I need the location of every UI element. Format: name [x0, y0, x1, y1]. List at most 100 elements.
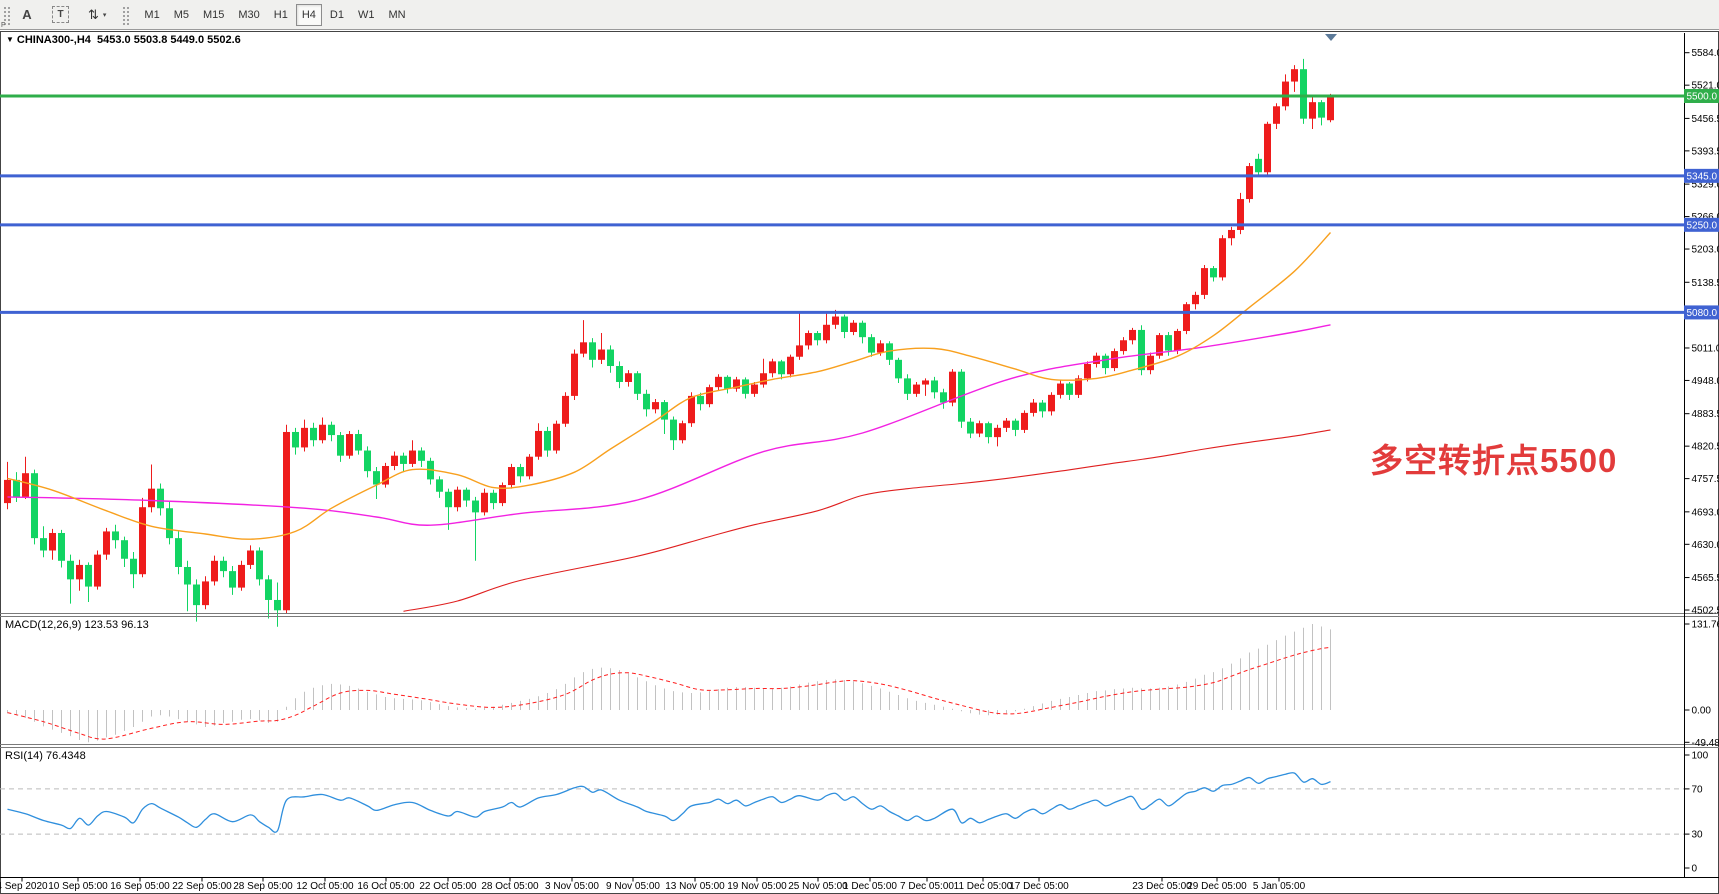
candle: [4, 461, 11, 510]
candle: [751, 381, 758, 397]
price-tick-label: 4502.5: [1692, 606, 1719, 617]
price-badge-5250: 5250.0: [1684, 217, 1719, 232]
candle: [148, 464, 155, 513]
ma-fast-line: [7, 232, 1332, 540]
dropdown-caret-icon: ▾: [102, 11, 107, 19]
price-tick-label: 5011.0: [1692, 343, 1719, 354]
time-tick-label: 19 Nov 05:00: [727, 881, 787, 892]
rsi-scale-label: 70: [1692, 784, 1704, 795]
timeframe-button-w1[interactable]: W1: [352, 4, 381, 26]
arrow-objects-button[interactable]: ⇅ ▾: [82, 4, 112, 26]
svg-text:5250.0: 5250.0: [1687, 220, 1718, 231]
candle: [1147, 352, 1154, 375]
candle: [616, 361, 623, 389]
timeframe-button-m30[interactable]: M30: [232, 4, 265, 26]
candle: [58, 529, 65, 568]
timeframe-grip-handle[interactable]: [121, 4, 131, 25]
candle: [22, 456, 29, 499]
candle: [697, 392, 704, 411]
timeframe-button-m15[interactable]: M15: [197, 4, 230, 26]
time-tick-label: 11 Dec 05:00: [954, 881, 1013, 892]
candle: [625, 370, 632, 387]
candle: [382, 462, 389, 488]
time-tick-label: 17 Dec 05:00: [1009, 881, 1069, 892]
candle: [1039, 400, 1046, 418]
candle: [355, 429, 362, 455]
candle: [436, 476, 443, 498]
candle: [1102, 353, 1109, 375]
candle: [1309, 95, 1316, 129]
candle: [1111, 348, 1118, 372]
time-tick-label: 16 Sep 05:00: [110, 881, 170, 892]
candle: [814, 330, 821, 346]
timeframe-button-mn[interactable]: MN: [382, 4, 411, 26]
candle: [1021, 410, 1028, 434]
candle: [490, 489, 497, 510]
candle: [1093, 352, 1100, 368]
candle: [337, 431, 344, 462]
text-box-tool-button[interactable]: T: [46, 4, 75, 26]
price-tick-label: 5393.5: [1692, 146, 1719, 157]
time-tick-label: 12 Oct 05:00: [296, 881, 354, 892]
candle: [310, 422, 317, 447]
candle: [1201, 265, 1208, 300]
timeframe-button-m1[interactable]: M1: [138, 4, 165, 26]
candle: [1318, 100, 1325, 126]
candle: [562, 392, 569, 427]
candle: [571, 349, 578, 401]
price-tick-label: 5584.0: [1692, 48, 1719, 59]
time-tick-label: 25 Nov 05:00: [788, 881, 848, 892]
candle: [850, 320, 857, 336]
candle: [1192, 291, 1199, 310]
text-label-tool-button[interactable]: A: [15, 4, 39, 26]
candle: [958, 369, 965, 428]
price-tick-label: 4883.5: [1692, 409, 1719, 420]
candle: [256, 547, 263, 586]
candle: [499, 482, 506, 507]
candle: [283, 424, 290, 614]
timeframe-button-m5[interactable]: M5: [168, 4, 195, 26]
candle: [643, 389, 650, 417]
candle: [796, 312, 803, 360]
candle: [508, 463, 515, 489]
candle: [976, 420, 983, 438]
candle: [76, 559, 83, 591]
candle: [1030, 398, 1037, 417]
toolbar-grip-handle[interactable]: F: [1, 4, 11, 29]
candle: [742, 377, 749, 399]
time-tick-label: 16 Oct 05:00: [357, 881, 415, 892]
candle: [274, 582, 281, 627]
price-badge-5500: 5500.0: [1684, 88, 1719, 103]
candle: [220, 556, 227, 578]
candle: [175, 531, 182, 575]
candle: [67, 554, 74, 604]
candle: [229, 565, 236, 595]
rsi-line: [7, 771, 1331, 833]
candle: [733, 376, 740, 392]
candle: [1264, 121, 1271, 176]
candle: [715, 374, 722, 391]
candle: [823, 311, 830, 344]
time-tick-label: 22 Sep 05:00: [172, 881, 232, 892]
chart-shift-marker-icon[interactable]: [1325, 34, 1337, 41]
candle: [598, 333, 605, 364]
svg-text:5345.0: 5345.0: [1687, 171, 1718, 182]
candle: [1282, 74, 1289, 111]
candle: [1057, 380, 1064, 399]
macd-histogram: [7, 624, 1331, 743]
candle: [940, 388, 947, 409]
time-tick-label: 28 Oct 05:00: [481, 881, 539, 892]
candle: [85, 562, 92, 603]
timeframe-button-h4[interactable]: H4: [295, 3, 322, 26]
candle: [418, 447, 425, 468]
price-tick-label: 4630.0: [1692, 540, 1719, 551]
timeframe-button-h1[interactable]: H1: [268, 4, 294, 26]
candle: [1300, 58, 1307, 124]
text-box-icon: T: [52, 6, 69, 23]
timeframe-button-d1[interactable]: D1: [324, 4, 350, 26]
candle: [472, 496, 479, 561]
candle: [1210, 266, 1217, 282]
candle: [769, 358, 776, 378]
candle: [400, 452, 407, 473]
